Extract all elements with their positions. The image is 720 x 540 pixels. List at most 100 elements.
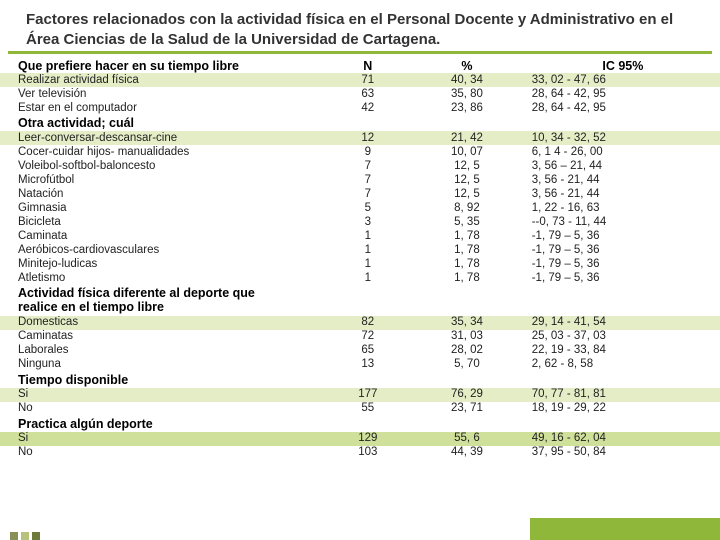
table-cell: 44, 39 <box>412 446 522 460</box>
table-cell: Otra actividad; cuál <box>0 115 323 131</box>
table-cell: 35, 80 <box>412 87 522 101</box>
table-cell <box>522 285 720 316</box>
table-cell: 42 <box>323 101 412 115</box>
table-cell: Que prefiere hacer en su tiempo libre <box>0 58 323 73</box>
table-cell: Gimnasia <box>0 201 323 215</box>
table-cell: 7 <box>323 173 412 187</box>
footer-decoration-dots <box>10 526 40 540</box>
table-cell: Ver televisión <box>0 87 323 101</box>
table-cell: N <box>323 58 412 73</box>
table-cell: Si <box>0 432 323 446</box>
table-cell: 177 <box>323 388 412 402</box>
table-cell: 37, 95 - 50, 84 <box>522 446 720 460</box>
table-row: No10344, 3937, 95 - 50, 84 <box>0 446 720 460</box>
table-cell: IC 95% <box>522 58 720 73</box>
table-cell: Practica algún deporte <box>0 416 323 432</box>
table-cell: 55 <box>323 402 412 416</box>
table-cell <box>412 285 522 316</box>
table-cell: 12, 5 <box>412 187 522 201</box>
table-cell: 5, 35 <box>412 215 522 229</box>
table-cell: 7 <box>323 159 412 173</box>
table-row: Aeróbicos-cardiovasculares11, 78-1, 79 –… <box>0 243 720 257</box>
table-cell: Caminata <box>0 229 323 243</box>
table-cell: 25, 03 - 37, 03 <box>522 330 720 344</box>
table-cell: -1, 79 – 5, 36 <box>522 229 720 243</box>
table-cell: 1, 78 <box>412 229 522 243</box>
table-cell: 55, 6 <box>412 432 522 446</box>
table-cell: 71 <box>323 73 412 87</box>
table-cell: 82 <box>323 316 412 330</box>
table-cell: 1, 22 - 16, 63 <box>522 201 720 215</box>
data-table: Que prefiere hacer en su tiempo libreN%I… <box>0 58 720 460</box>
table-cell: 9 <box>323 145 412 159</box>
table-cell: 13 <box>323 358 412 372</box>
table-cell: 3, 56 – 21, 44 <box>522 159 720 173</box>
table-row: Voleibol-softbol-baloncesto712, 53, 56 –… <box>0 159 720 173</box>
table-cell: Actividad física diferente al deporte qu… <box>0 285 323 316</box>
table-row: Ver televisión6335, 8028, 64 - 42, 95 <box>0 87 720 101</box>
table-cell: 1 <box>323 271 412 285</box>
table-cell: 63 <box>323 87 412 101</box>
table-cell: 12 <box>323 131 412 145</box>
table-cell: Aeróbicos-cardiovasculares <box>0 243 323 257</box>
table-cell: 29, 14 - 41, 54 <box>522 316 720 330</box>
table-cell: Bicicleta <box>0 215 323 229</box>
table-cell: 22, 19 - 33, 84 <box>522 344 720 358</box>
table-cell: 33, 02 - 47, 66 <box>522 73 720 87</box>
table-cell: 76, 29 <box>412 388 522 402</box>
table-row: Minitejo-ludicas11, 78-1, 79 – 5, 36 <box>0 257 720 271</box>
table-cell: No <box>0 402 323 416</box>
table-cell: Domesticas <box>0 316 323 330</box>
table-row: Si17776, 2970, 77 - 81, 81 <box>0 388 720 402</box>
table-cell: 1 <box>323 243 412 257</box>
table-cell: 7 <box>323 187 412 201</box>
table-cell: 21, 42 <box>412 131 522 145</box>
table-row: Practica algún deporte <box>0 416 720 432</box>
table-cell: 31, 03 <box>412 330 522 344</box>
table-cell <box>412 372 522 388</box>
table-cell: Voleibol-softbol-baloncesto <box>0 159 323 173</box>
table-row: Bicicleta35, 35--0, 73 - 11, 44 <box>0 215 720 229</box>
table-cell: No <box>0 446 323 460</box>
table-cell: 49, 16 - 62, 04 <box>522 432 720 446</box>
table-cell: 3 <box>323 215 412 229</box>
table-cell: 18, 19 - 29, 22 <box>522 402 720 416</box>
table-cell: 8, 92 <box>412 201 522 215</box>
table-cell: -1, 79 – 5, 36 <box>522 243 720 257</box>
table-cell <box>522 115 720 131</box>
table-row: Actividad física diferente al deporte qu… <box>0 285 720 316</box>
table-cell: Minitejo-ludicas <box>0 257 323 271</box>
table-cell <box>323 372 412 388</box>
table-cell: Caminatas <box>0 330 323 344</box>
table-cell: 129 <box>323 432 412 446</box>
table-row: Microfútbol712, 53, 56 - 21, 44 <box>0 173 720 187</box>
table-cell: Microfútbol <box>0 173 323 187</box>
table-cell: 65 <box>323 344 412 358</box>
table-cell: 3, 56 - 21, 44 <box>522 187 720 201</box>
table-cell: Atletismo <box>0 271 323 285</box>
table-cell <box>412 416 522 432</box>
table-cell: 28, 64 - 42, 95 <box>522 101 720 115</box>
table-row: Gimnasia58, 921, 22 - 16, 63 <box>0 201 720 215</box>
table-row: Atletismo11, 78-1, 79 – 5, 36 <box>0 271 720 285</box>
table-cell: 5 <box>323 201 412 215</box>
table-cell: 5, 70 <box>412 358 522 372</box>
table-row: Tiempo disponible <box>0 372 720 388</box>
table-row: Laborales6528, 0222, 19 - 33, 84 <box>0 344 720 358</box>
table-cell: 2, 62 - 8, 58 <box>522 358 720 372</box>
table-cell: 10, 34 - 32, 52 <box>522 131 720 145</box>
table-cell: Natación <box>0 187 323 201</box>
table-cell: 23, 71 <box>412 402 522 416</box>
table-row: Otra actividad; cuál <box>0 115 720 131</box>
table-cell: 1 <box>323 257 412 271</box>
table-row: Que prefiere hacer en su tiempo libreN%I… <box>0 58 720 73</box>
table-row: Caminatas7231, 0325, 03 - 37, 03 <box>0 330 720 344</box>
table-row: Realizar actividad física7140, 3433, 02 … <box>0 73 720 87</box>
table-row: Ninguna135, 702, 62 - 8, 58 <box>0 358 720 372</box>
table-cell: -1, 79 – 5, 36 <box>522 271 720 285</box>
page-title: Factores relacionados con la actividad f… <box>8 0 712 54</box>
table-cell: 6, 1 4 - 26, 00 <box>522 145 720 159</box>
table-cell: 12, 5 <box>412 173 522 187</box>
table-cell: Tiempo disponible <box>0 372 323 388</box>
table-cell <box>412 115 522 131</box>
